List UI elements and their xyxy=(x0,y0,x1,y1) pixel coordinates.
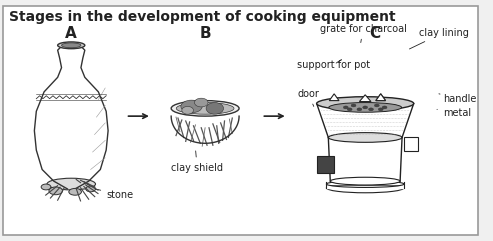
FancyBboxPatch shape xyxy=(3,6,478,235)
Bar xyxy=(317,156,334,173)
Ellipse shape xyxy=(86,186,96,192)
Text: clay lining: clay lining xyxy=(409,28,468,49)
Ellipse shape xyxy=(181,100,202,113)
Text: air: air xyxy=(373,171,386,186)
Ellipse shape xyxy=(182,107,193,114)
Text: metal: metal xyxy=(437,108,471,118)
Polygon shape xyxy=(328,137,402,181)
Polygon shape xyxy=(326,184,404,188)
Polygon shape xyxy=(376,94,386,100)
FancyBboxPatch shape xyxy=(404,137,418,151)
Text: stone: stone xyxy=(89,187,133,200)
Ellipse shape xyxy=(62,43,81,48)
Ellipse shape xyxy=(69,188,81,195)
Ellipse shape xyxy=(171,100,239,116)
Ellipse shape xyxy=(49,187,63,195)
Text: Stages in the development of cooking equipment: Stages in the development of cooking equ… xyxy=(9,10,396,24)
Ellipse shape xyxy=(194,98,208,107)
Polygon shape xyxy=(329,94,339,100)
Ellipse shape xyxy=(206,103,223,114)
Text: C: C xyxy=(369,26,381,41)
Ellipse shape xyxy=(347,108,352,111)
Ellipse shape xyxy=(328,133,402,142)
Ellipse shape xyxy=(351,104,356,107)
Ellipse shape xyxy=(369,108,373,111)
Polygon shape xyxy=(359,95,371,102)
Polygon shape xyxy=(171,116,239,143)
Text: support for pot: support for pot xyxy=(297,60,370,70)
Polygon shape xyxy=(376,94,386,100)
Text: ash: ash xyxy=(344,171,361,186)
Ellipse shape xyxy=(343,106,348,109)
Ellipse shape xyxy=(41,184,51,190)
Polygon shape xyxy=(35,45,108,189)
Text: B: B xyxy=(199,26,211,41)
Ellipse shape xyxy=(317,97,414,110)
Text: handle: handle xyxy=(439,94,476,104)
Ellipse shape xyxy=(176,103,234,114)
Ellipse shape xyxy=(382,106,387,109)
Text: A: A xyxy=(66,26,77,41)
Ellipse shape xyxy=(326,183,404,193)
Ellipse shape xyxy=(363,106,368,109)
Ellipse shape xyxy=(330,177,400,185)
Text: grate for charcoal: grate for charcoal xyxy=(319,24,406,43)
Ellipse shape xyxy=(58,42,85,49)
Ellipse shape xyxy=(357,108,362,111)
Ellipse shape xyxy=(378,108,383,111)
Text: door: door xyxy=(297,89,319,107)
Ellipse shape xyxy=(329,103,402,112)
Ellipse shape xyxy=(326,181,404,187)
Ellipse shape xyxy=(374,104,379,107)
Ellipse shape xyxy=(47,178,96,190)
Text: clay shield: clay shield xyxy=(171,151,223,173)
Polygon shape xyxy=(317,104,414,137)
